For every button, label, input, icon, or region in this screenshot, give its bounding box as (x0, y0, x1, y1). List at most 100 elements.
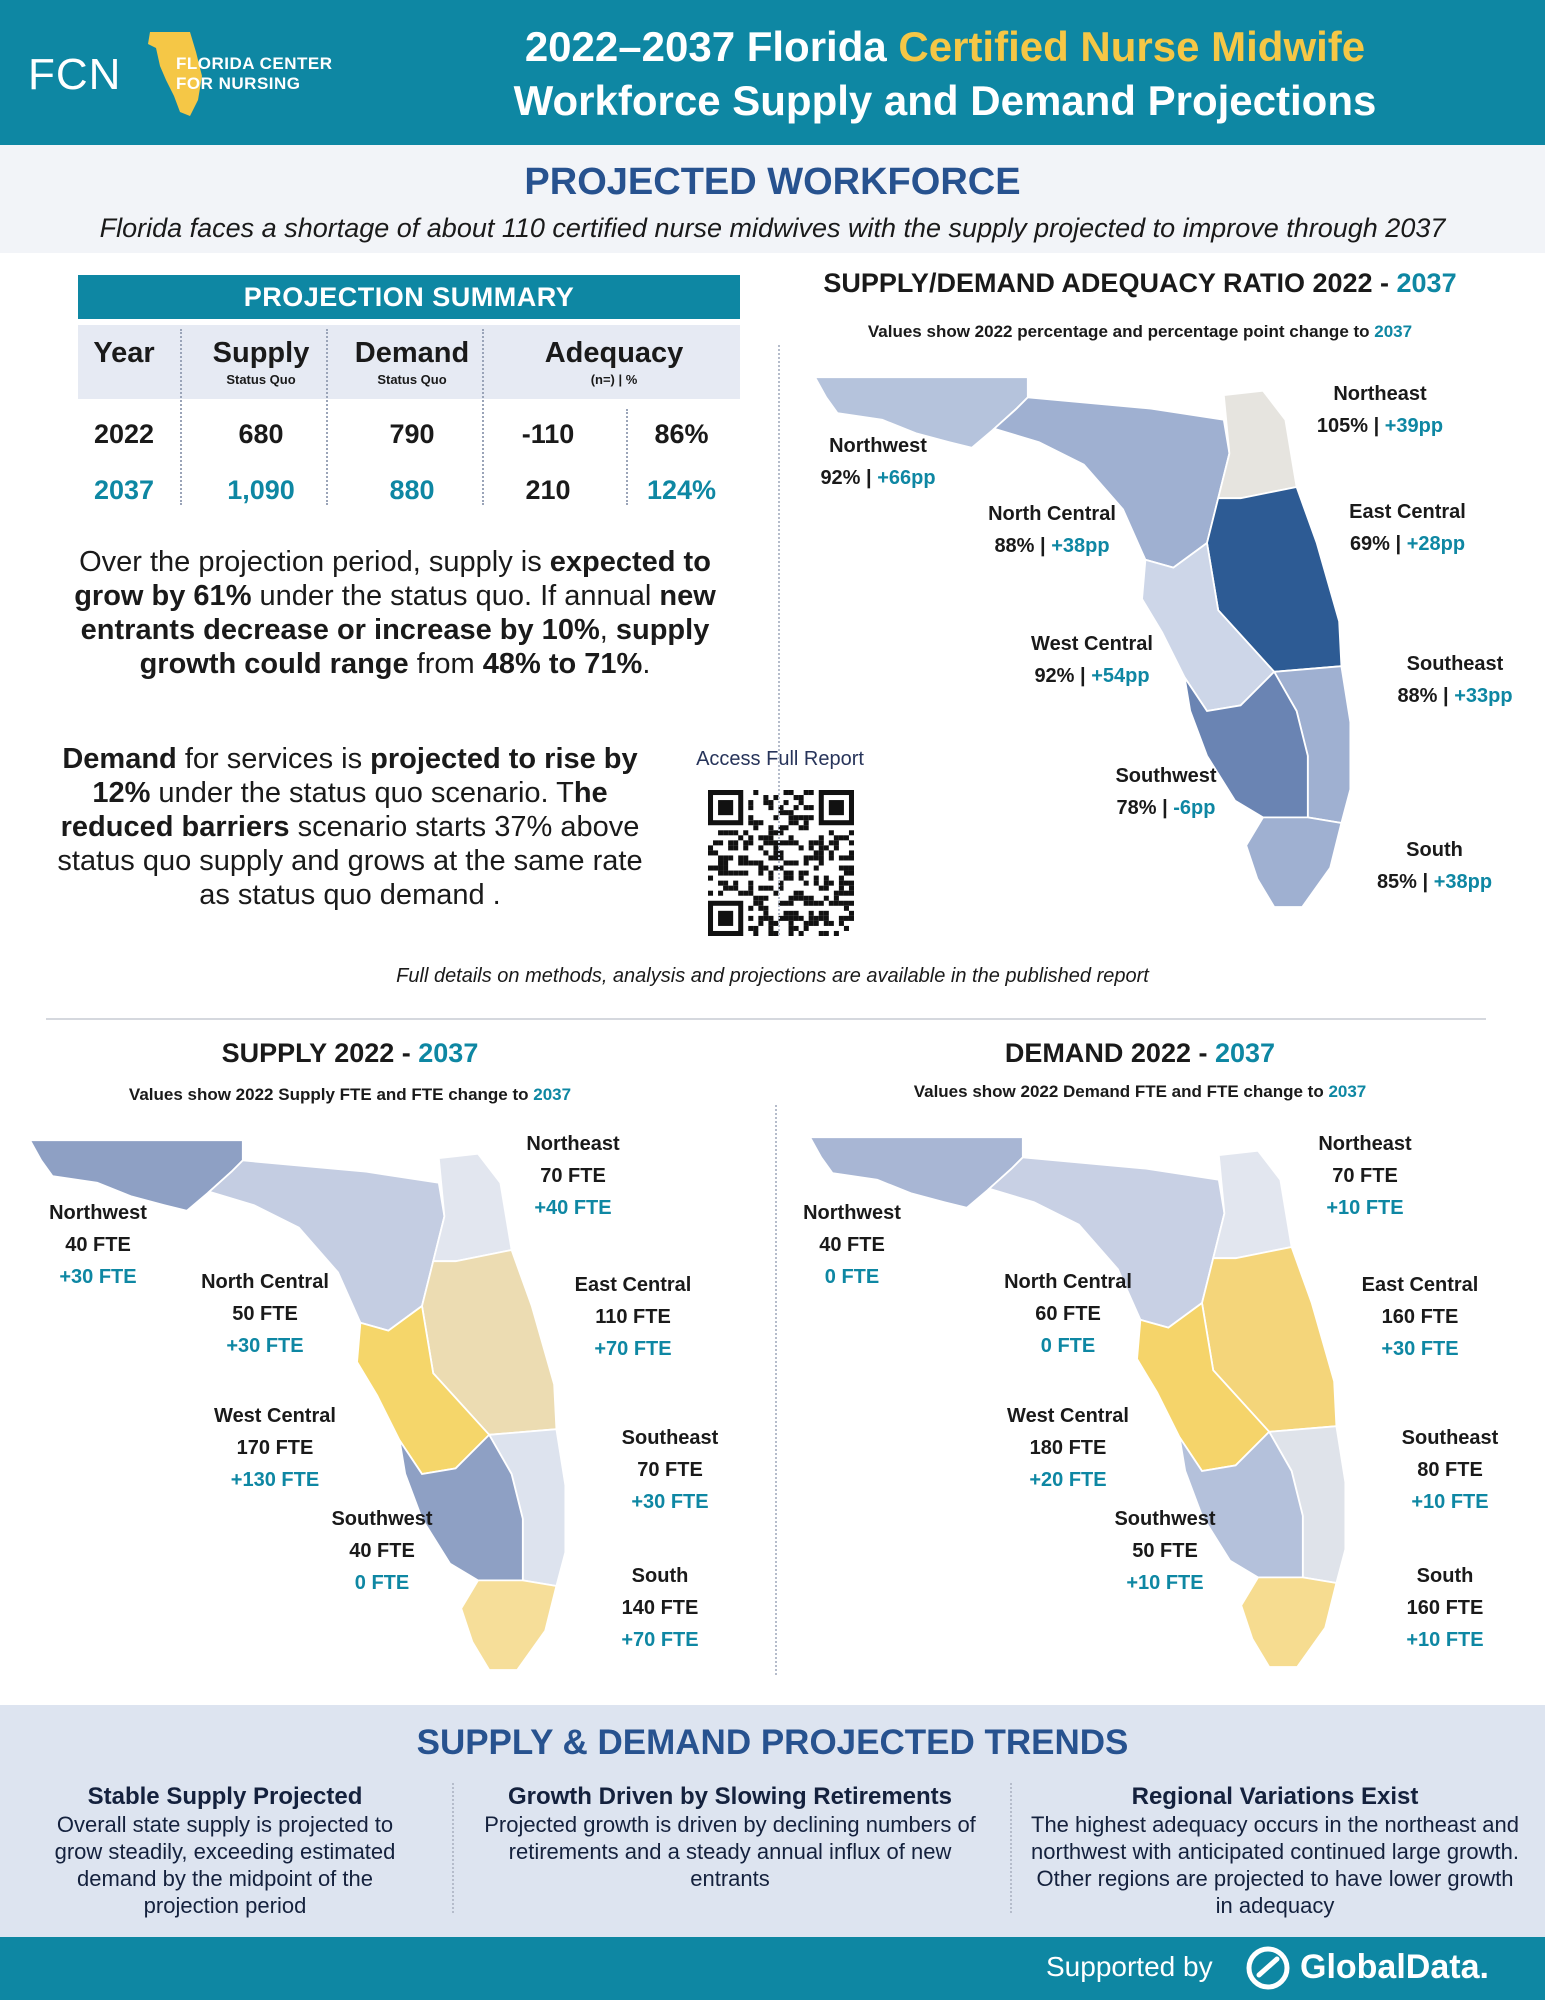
supported-by-label: Supported by (1046, 1951, 1213, 1982)
adequacy-label-east-central: East Central 69% | +28pp (1349, 501, 1466, 555)
title-prefix: 2022–2037 Florida (524, 23, 899, 70)
cell-year: 2037 (93, 475, 155, 505)
adequacy-map-title: SUPPLY/DEMAND ADEQUACY RATIO 2022 - 2037 (823, 268, 1457, 298)
table-row: 2022 680 790 -110 86% (78, 409, 740, 459)
supply-florida-map (30, 1139, 567, 1671)
florida-logo-icon (148, 32, 202, 116)
divider (482, 329, 484, 505)
adequacy-label-northeast: Northeast 105% | +39pp (1316, 383, 1444, 437)
globaldata-logo-icon (1246, 1946, 1290, 1990)
supply-region-northwest (30, 1139, 244, 1212)
cell-demand: 790 (389, 419, 435, 449)
divider (326, 329, 328, 505)
table-header-row: Year Supply Status Quo Demand Status Quo A… (78, 325, 740, 399)
header-banner: FCN FLORIDA CENTER FOR NURSING 2022–2037… (0, 0, 1545, 145)
trend-text: Overall state supply is projected to gro… (54, 1812, 396, 1918)
supply-label-southeast: Southeast 70 FTE +30 FTE (621, 1427, 719, 1513)
logo-line-1: FLORIDA CENTER (176, 54, 333, 73)
adequacy-label-west-central: West Central 92% | +54pp (1031, 633, 1153, 687)
logo-text: FLORIDA CENTER FOR NURSING (176, 54, 333, 94)
col-demand: Demand Status Quo (354, 337, 470, 387)
supply-region-southwest (398, 1433, 524, 1582)
col-supply: Supply Status Quo (212, 337, 310, 387)
demand-florida-map (810, 1136, 1347, 1668)
supply-map-subtitle: Values show 2022 Supply FTE and FTE chan… (128, 1085, 572, 1104)
trend-title: Stable Supply Projected (87, 1783, 363, 1810)
projected-heading: PROJECTED WORKFORCE (524, 161, 1021, 203)
supply-growth-paragraph: Over the projection period, supply is ex… (74, 546, 716, 680)
supply-label-northwest: Northwest 40 FTE +30 FTE (49, 1202, 147, 1288)
page-title: 2022–2037 Florida Certified Nurse Midwif… (400, 20, 1490, 128)
demand-label-south: South 160 FTE +10 FTE (1406, 1565, 1484, 1651)
adequacy-region-northeast (1217, 389, 1298, 500)
demand-region-northwest (810, 1136, 1024, 1209)
qr-code-icon[interactable] (708, 790, 854, 936)
cell-adequacy-n: -110 (521, 419, 575, 449)
cell-adequacy-n: 210 (525, 475, 571, 505)
trend-text: Projected growth is driven by declining … (484, 1812, 976, 1891)
cell-demand: 880 (389, 475, 435, 505)
adequacy-label-southwest: Southwest 78% | -6pp (1115, 765, 1217, 819)
demand-region-northeast (1212, 1149, 1293, 1260)
trend-title: Regional Variations Exist (1131, 1783, 1419, 1810)
divider (626, 409, 628, 505)
demand-label-east-central: East Central 160 FTE +30 FTE (1361, 1274, 1479, 1360)
logo-abbreviation: FCN (28, 50, 122, 99)
trend-text: The highest adequacy occurs in the north… (1031, 1812, 1519, 1918)
projected-workforce-band: PROJECTED WORKFORCE Florida faces a shor… (0, 145, 1545, 253)
col-year: Year (93, 337, 155, 369)
methods-note: Full details on methods, analysis and pr… (396, 965, 1149, 987)
footer-banner: Supported by GlobalData. (0, 1937, 1545, 2000)
demand-map-subtitle: Values show 2022 Demand FTE and FTE chan… (913, 1082, 1367, 1101)
cell-supply: 1,090 (227, 475, 295, 505)
table-row: 2037 1,090 880 210 124% (78, 465, 740, 515)
logo-line-2: FOR NURSING (176, 74, 301, 93)
trend-title: Growth Driven by Slowing Retirements (507, 1783, 953, 1810)
trends-band: SUPPLY & DEMAND PROJECTED TRENDS Stable … (0, 1705, 1545, 1937)
adequacy-map-subtitle: Values show 2022 percentage and percenta… (867, 322, 1413, 341)
projected-subtitle: Florida faces a shortage of about 110 ce… (99, 213, 1446, 243)
demand-label-southwest: Southwest 50 FTE +10 FTE (1114, 1508, 1216, 1594)
section-divider (778, 345, 780, 935)
globaldata-brand[interactable]: GlobalData. (1300, 1948, 1489, 1986)
demand-label-west-central: West Central 180 FTE +20 FTE (1007, 1405, 1129, 1491)
supply-region-south (460, 1579, 558, 1671)
adequacy-label-north-central: North Central 88% | +38pp (988, 503, 1116, 557)
supply-label-east-central: East Central 110 FTE +70 FTE (574, 1274, 692, 1360)
title-line-2: Workforce Supply and Demand Projections (513, 77, 1377, 124)
trends-heading: SUPPLY & DEMAND PROJECTED TRENDS (416, 1723, 1129, 1762)
demand-label-northeast: Northeast 70 FTE +10 FTE (1318, 1133, 1412, 1219)
trend-divider (1010, 1783, 1012, 1913)
supply-label-north-central: North Central 50 FTE +30 FTE (201, 1271, 329, 1357)
demand-map-title: DEMAND 2022 - 2037 (1004, 1038, 1276, 1068)
supply-label-northeast: Northeast 70 FTE +40 FTE (526, 1133, 620, 1219)
adequacy-florida-map (815, 376, 1352, 908)
divider (180, 329, 182, 505)
supply-map-title: SUPPLY 2022 - 2037 (221, 1038, 479, 1068)
supply-label-west-central: West Central 170 FTE +130 FTE (214, 1405, 336, 1491)
title-line-1: 2022–2037 Florida Certified Nurse Midwif… (400, 20, 1490, 74)
supply-label-south: South 140 FTE +70 FTE (621, 1565, 699, 1651)
horizontal-divider (46, 1018, 1486, 1020)
demand-label-northwest: Northwest 40 FTE 0 FTE (803, 1202, 901, 1288)
demand-label-north-central: North Central 60 FTE 0 FTE (1004, 1271, 1132, 1357)
cell-supply: 680 (238, 419, 284, 449)
demand-label-southeast: Southeast 80 FTE +10 FTE (1401, 1427, 1499, 1513)
adequacy-region-northwest (815, 376, 1029, 449)
access-report-label: Access Full Report (696, 748, 864, 770)
section-divider (775, 1105, 777, 1675)
cell-adequacy-pct: 124% (646, 475, 717, 505)
projection-summary-heading: PROJECTION SUMMARY (78, 275, 740, 319)
supply-region-northeast (432, 1152, 513, 1263)
title-accent: Certified Nurse Midwife (898, 23, 1366, 70)
adequacy-region-south (1245, 816, 1343, 908)
trend-item: Growth Driven by Slowing Retirements Pro… (480, 1783, 980, 1892)
adequacy-label-southeast: Southeast 88% | +33pp (1397, 653, 1513, 707)
cell-year: 2022 (93, 419, 155, 449)
demand-paragraph: Demand for services is projected to rise… (57, 743, 643, 911)
trend-item: Stable Supply Projected Overall state su… (30, 1783, 420, 1919)
col-adequacy: Adequacy (n=) | % (544, 337, 684, 387)
demand-region-southwest (1178, 1430, 1304, 1579)
adequacy-label-south: South 85% | +38pp (1376, 839, 1493, 893)
supply-label-southwest: Southwest 40 FTE 0 FTE (331, 1508, 433, 1594)
